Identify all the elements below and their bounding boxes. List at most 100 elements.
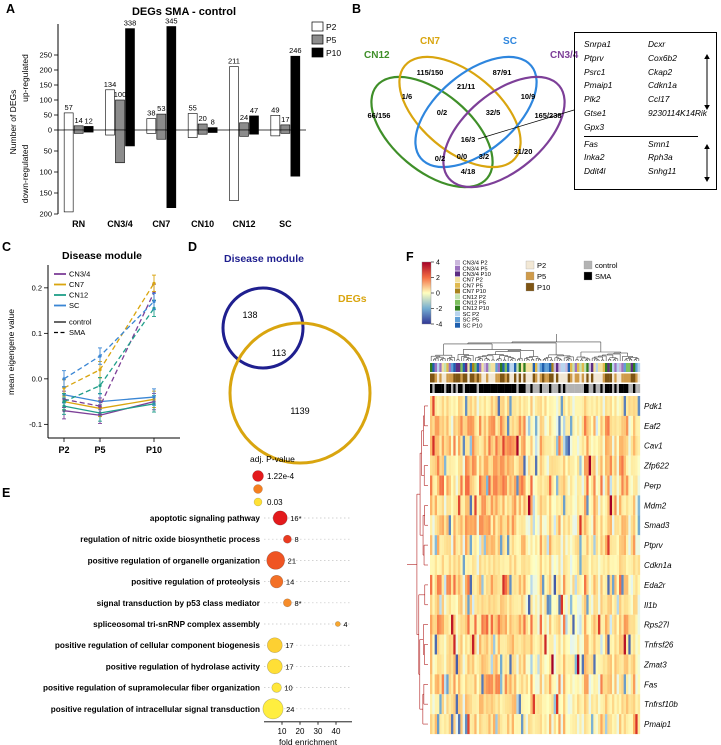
panel-c-label: C <box>2 240 12 254</box>
svg-text:8: 8 <box>294 535 298 544</box>
gene-name: Snrpa1 <box>584 39 612 49</box>
gene-name: Snhg11 <box>648 166 677 177</box>
line-chart-svg: -0.1 0.0 0.1 0.2 P2 P5 P10 mean eigengene value… <box>6 265 180 455</box>
dotplot-svg: adj. P-value 1.22e-4 0.03 apoptotic signali… <box>43 454 352 745</box>
svg-text:Eaf2: Eaf2 <box>644 422 661 431</box>
svg-text:Ptprv: Ptprv <box>644 541 664 550</box>
svg-text:250: 250 <box>39 51 52 60</box>
svg-text:150: 150 <box>39 189 52 198</box>
svg-text:0.0: 0.0 <box>32 374 42 383</box>
svg-text:CN7 P5: CN7 P5 <box>463 283 483 289</box>
f-heatmap-cells <box>430 396 641 735</box>
svg-text:Il1b: Il1b <box>644 601 657 610</box>
panel-b-label: B <box>352 2 362 16</box>
deg-bar-chart-svg: DEGs SMA - control 0 50 100 150 200 250 50 100 15… <box>8 6 341 229</box>
svg-text:Smad3: Smad3 <box>644 521 670 530</box>
gene-row: Fas Smn1 <box>584 138 712 152</box>
a-legend: P2 P5 P10 <box>311 21 341 58</box>
svg-text:Tnfrsf10b: Tnfrsf10b <box>644 700 678 709</box>
svg-text:100: 100 <box>114 90 127 99</box>
b-region-counts: 115/150 87/91 1/6 21/11 10/9 66/156 0/2 32/5 165… <box>368 68 575 176</box>
f-gene-labels: Pdk1 Eaf2 Cav1 Zfp622 Perp Mdm2 Smad3 Ptprv Cdkn… <box>643 402 678 729</box>
svg-text:10: 10 <box>284 684 292 693</box>
svg-text:55: 55 <box>188 104 196 113</box>
c-series <box>62 274 156 424</box>
svg-text:up-regulated: up-regulated <box>20 54 30 102</box>
svg-text:down-regulated: down-regulated <box>20 144 30 203</box>
svg-text:21/11: 21/11 <box>457 82 475 91</box>
panel-e-go-dotplot: E adj. P-value 1.22e-4 0.03 apoptotic signa… <box>2 450 402 745</box>
svg-text:-0.1: -0.1 <box>29 420 42 429</box>
svg-text:SMA: SMA <box>69 328 85 337</box>
d-venn: Disease module DEGs 138 113 1139 <box>221 253 372 465</box>
svg-text:4: 4 <box>436 260 440 267</box>
svg-text:134: 134 <box>104 80 117 89</box>
svg-text:Tnfrsf26: Tnfrsf26 <box>644 641 674 650</box>
svg-text:SC P10: SC P10 <box>463 323 483 329</box>
svg-text:24: 24 <box>286 705 294 714</box>
svg-text:P5: P5 <box>326 35 337 45</box>
venn2-svg: Disease module DEGs 138 113 1139 <box>221 253 372 465</box>
svg-text:positive regulation of cellula: positive regulation of cellular componen… <box>55 641 261 650</box>
svg-text:Cdkn1a: Cdkn1a <box>644 561 672 570</box>
svg-text:0.03: 0.03 <box>267 498 283 507</box>
svg-text:CN12: CN12 <box>232 219 255 229</box>
svg-text:SC: SC <box>69 301 80 310</box>
panel-e-label: E <box>2 486 11 500</box>
svg-text:53: 53 <box>157 104 165 113</box>
svg-text:Zfp622: Zfp622 <box>643 462 669 471</box>
venn4-svg: CN12 CN7 SC CN3/4 115/150 87/91 1/6 21/11 10/9 66… <box>364 36 710 189</box>
svg-text:P2: P2 <box>326 22 337 32</box>
svg-text:8*: 8* <box>294 599 301 608</box>
svg-text:CN7: CN7 <box>69 280 84 289</box>
svg-text:positive regulation of intrace: positive regulation of intracellular sig… <box>51 705 260 714</box>
svg-text:-4: -4 <box>436 322 442 329</box>
svg-text:P10: P10 <box>326 48 341 58</box>
svg-text:positive regulation of supramo: positive regulation of supramolecular fi… <box>43 684 260 693</box>
svg-text:17: 17 <box>285 641 293 650</box>
svg-text:spliceosomal tri-snRNP complex: spliceosomal tri-snRNP complex assembly <box>93 620 260 629</box>
e-terms: apoptotic signaling pathway 16* regulation… <box>43 510 352 720</box>
panel-f-heatmap: F 4 2 0 -2 -4 CN3/4 P2 CN3/4 P5 CN3/4 P10 CN7 P2… <box>398 246 721 745</box>
svg-text:150: 150 <box>39 81 52 90</box>
svg-text:Mdm2: Mdm2 <box>644 501 667 510</box>
svg-text:P2: P2 <box>58 445 69 455</box>
panel-b-venn4: B CN12 CN7 SC CN3/4 115/150 87/91 1/6 21/11 10/9… <box>350 2 721 242</box>
gene-row: Gtse1 9230114K14Rik <box>584 107 712 121</box>
gene-name: Ddit4l <box>584 166 606 177</box>
svg-text:Disease module: Disease module <box>224 253 304 265</box>
panel-c-title: Disease module <box>62 250 142 262</box>
svg-text:RN: RN <box>72 219 85 229</box>
svg-text:30: 30 <box>314 727 323 736</box>
svg-text:CN7 P2: CN7 P2 <box>463 278 483 284</box>
svg-text:CN3/4: CN3/4 <box>107 219 133 229</box>
svg-text:24: 24 <box>240 113 248 122</box>
svg-text:50: 50 <box>44 111 52 120</box>
svg-text:211: 211 <box>228 57 240 66</box>
svg-text:CN7 P10: CN7 P10 <box>463 289 487 295</box>
c-axes: -0.1 0.0 0.1 0.2 P2 P5 P10 mean eigengene value <box>6 265 180 455</box>
svg-text:P10: P10 <box>537 283 550 292</box>
panel-d-venn2: D Disease module DEGs 138 113 1139 <box>188 240 400 472</box>
svg-text:47: 47 <box>250 106 258 115</box>
svg-text:regulation of nitric oxide bio: regulation of nitric oxide biosynthetic … <box>80 535 260 544</box>
gene-name <box>648 121 712 135</box>
svg-text:CN12 P2: CN12 P2 <box>463 295 487 301</box>
gene-name: Dcxr <box>648 39 666 49</box>
svg-text:16/3: 16/3 <box>461 135 476 144</box>
svg-text:control: control <box>69 318 92 327</box>
svg-text:20: 20 <box>296 727 305 736</box>
gene-rows: Snrpa1 Dcxr Ptprv Cox6b2 Psrc1 Ckap2 Pmaip1 Cdk… <box>584 38 712 179</box>
svg-text:66/156: 66/156 <box>368 111 391 120</box>
svg-text:P5: P5 <box>537 272 546 281</box>
svg-text:0: 0 <box>436 291 440 298</box>
svg-text:0: 0 <box>48 126 52 135</box>
gene-row: Plk2 Ccl17 <box>584 93 712 107</box>
panel-c-eigengene-line-chart: C Disease module -0.1 0.0 0.1 0.2 P2 P5 P10 mea… <box>2 240 188 472</box>
gene-row: Gpx3 <box>584 121 712 135</box>
gene-row: Inka2 Rph3a <box>584 151 712 165</box>
gene-row: Ddit4l Snhg11 <box>584 165 712 179</box>
